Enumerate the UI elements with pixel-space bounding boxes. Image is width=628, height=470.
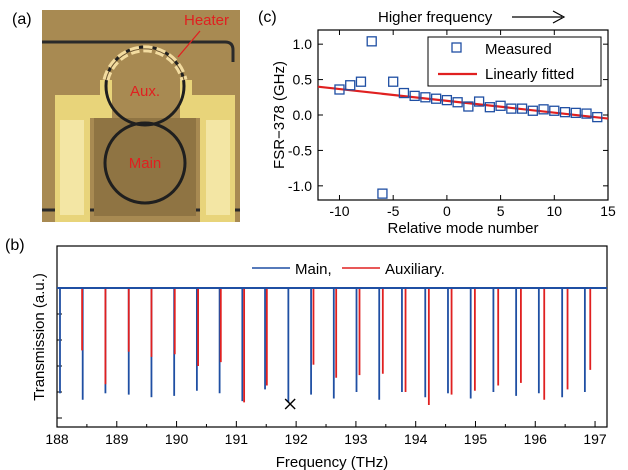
heater-label: Heater — [184, 12, 229, 29]
fsr-point — [441, 94, 453, 106]
fsr-point — [570, 107, 581, 119]
fsr-xlabel: Relative mode number — [388, 220, 539, 237]
contact-pad-right — [206, 120, 230, 215]
fsr-ylabel: FSR−378 (GHz) — [271, 61, 288, 169]
fsr-point — [484, 102, 496, 113]
higher-frequency-annotation: Higher frequency — [378, 9, 493, 26]
fsr-legend: Measured Linearly fitted — [427, 36, 602, 87]
panel-label-c: (c) — [258, 9, 277, 26]
fsr-point — [409, 90, 420, 102]
fsr-point — [592, 111, 603, 123]
fsr-point — [452, 97, 463, 108]
ring-region — [94, 118, 196, 216]
fsr-ytick-label: 0.0 — [293, 107, 313, 123]
fsr-xtick-label: 0 — [443, 203, 451, 219]
higher-frequency-arrow — [512, 10, 566, 24]
fsr-ytick-label: -0.5 — [288, 142, 312, 158]
micrograph: Heater Aux. Main — [42, 10, 240, 222]
cross-mark-stroke — [284, 398, 296, 410]
spectrum-plot-frame — [56, 245, 608, 428]
spec-xtick-label: 192 — [284, 431, 308, 447]
fsr-point — [549, 105, 560, 116]
legend-fit-label: Linearly fitted — [485, 66, 574, 83]
aux-ring-label: Aux. — [130, 83, 160, 100]
fsr-ytick-label: 0.5 — [293, 72, 313, 88]
spec-xtick-label: 195 — [464, 431, 488, 447]
spectrum-resonances — [57, 287, 607, 405]
fsr-point — [538, 104, 549, 115]
fsr-point — [495, 100, 506, 111]
fsr-point — [473, 96, 485, 107]
fsr-point — [345, 80, 356, 91]
fsr-xtick-label: -10 — [329, 203, 349, 219]
fsr-measured-points — [334, 36, 603, 199]
spec-xtick-label: 197 — [583, 431, 607, 447]
spectrum-chart: 188 189 190 191 192 193 194 195 196 197 Frequency… — [31, 245, 608, 470]
fsr-point — [559, 107, 571, 118]
fsr-fit-line — [317, 85, 609, 120]
panel-label-a: (a) — [12, 11, 32, 28]
crossed-resonance-marker — [284, 398, 296, 410]
fsr-point — [398, 87, 410, 99]
spec-xtick-label: 194 — [404, 431, 428, 447]
fsr-axis-ticks: -10 -5 0 5 10 15 1.0 0.5 0.0 -0.5 -1.0 — [288, 30, 616, 219]
spectrum-legend: Main, Auxiliary. — [252, 261, 445, 278]
fsr-point — [366, 36, 377, 47]
fsr-point — [388, 76, 399, 87]
fsr-legend-box — [427, 36, 602, 87]
fsr-xtick-label: -5 — [387, 203, 400, 219]
spec-xtick-label: 188 — [45, 431, 69, 447]
heater-pointer — [177, 30, 201, 58]
fsr-point — [420, 92, 431, 103]
spec-xtick-label: 196 — [524, 431, 548, 447]
legend-aux-label: Auxiliary. — [385, 261, 445, 278]
legend-main-label: Main, — [295, 261, 332, 278]
legend-measured-label: Measured — [485, 41, 552, 58]
panel-label-b: (b) — [5, 237, 25, 254]
spec-xtick-label: 193 — [344, 431, 368, 447]
top-bus-waveguide — [42, 40, 235, 62]
fsr-point — [430, 93, 442, 104]
fsr-point — [334, 84, 345, 95]
legend-measured-marker — [451, 42, 462, 53]
spec-xtick-label: 191 — [225, 431, 249, 447]
contact-pad-left — [60, 120, 84, 215]
electrode-bridge — [55, 80, 112, 118]
main-ring-label: Main — [129, 155, 162, 172]
heater-arc-outline — [105, 48, 185, 81]
main-ring — [103, 121, 187, 205]
fsr-xtick-label: 5 — [497, 203, 505, 219]
fsr-ytick-label: -1.0 — [288, 178, 312, 194]
electrode-bridge-right — [180, 80, 235, 118]
fsr-xtick-label: 15 — [600, 203, 616, 219]
fsr-point — [516, 103, 528, 114]
spectrum-ylabel: Transmission (a.u.) — [31, 273, 48, 401]
fsr-point — [463, 101, 474, 112]
fsr-fit-line-group — [317, 85, 609, 120]
fsr-point — [581, 108, 592, 119]
spec-xtick-label: 190 — [165, 431, 189, 447]
fsr-chart: Higher frequency -10 -5 0 5 10 15 1.0 0.5 0.0 -0.… — [271, 9, 616, 237]
spec-xtick-label: 189 — [105, 431, 129, 447]
fsr-point — [377, 188, 388, 199]
fsr-point — [527, 105, 538, 116]
fsr-point — [506, 103, 517, 114]
fsr-xtick-label: 10 — [547, 203, 563, 219]
fsr-ytick-label: 1.0 — [293, 36, 313, 52]
fsr-point — [355, 76, 367, 87]
spectrum-xlabel: Frequency (THz) — [276, 454, 389, 470]
